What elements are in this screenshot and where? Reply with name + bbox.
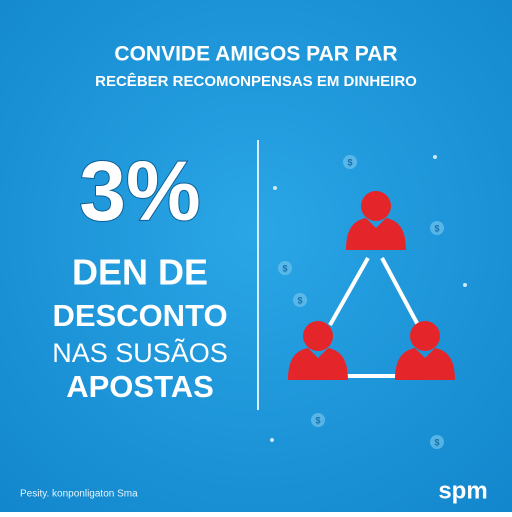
- offer-line: APOSTAS: [66, 369, 214, 404]
- coin-decorations: [270, 155, 467, 449]
- footer-note: Pesity. konponligaton Sma: [20, 489, 138, 500]
- title: CONVIDE AMIGOS PAR PAR: [114, 43, 397, 66]
- headline: 3%: [79, 144, 200, 238]
- offer-line: DEN DE: [72, 252, 208, 293]
- referral-network: [288, 191, 455, 380]
- offer-line: DESCONTO: [52, 298, 227, 333]
- subtitle: RECÊBER RECOMONPENSAS EM DINHEIRO: [95, 72, 417, 90]
- offer-line: NAS SUSÃOS: [52, 337, 228, 368]
- logo: spm: [438, 477, 487, 504]
